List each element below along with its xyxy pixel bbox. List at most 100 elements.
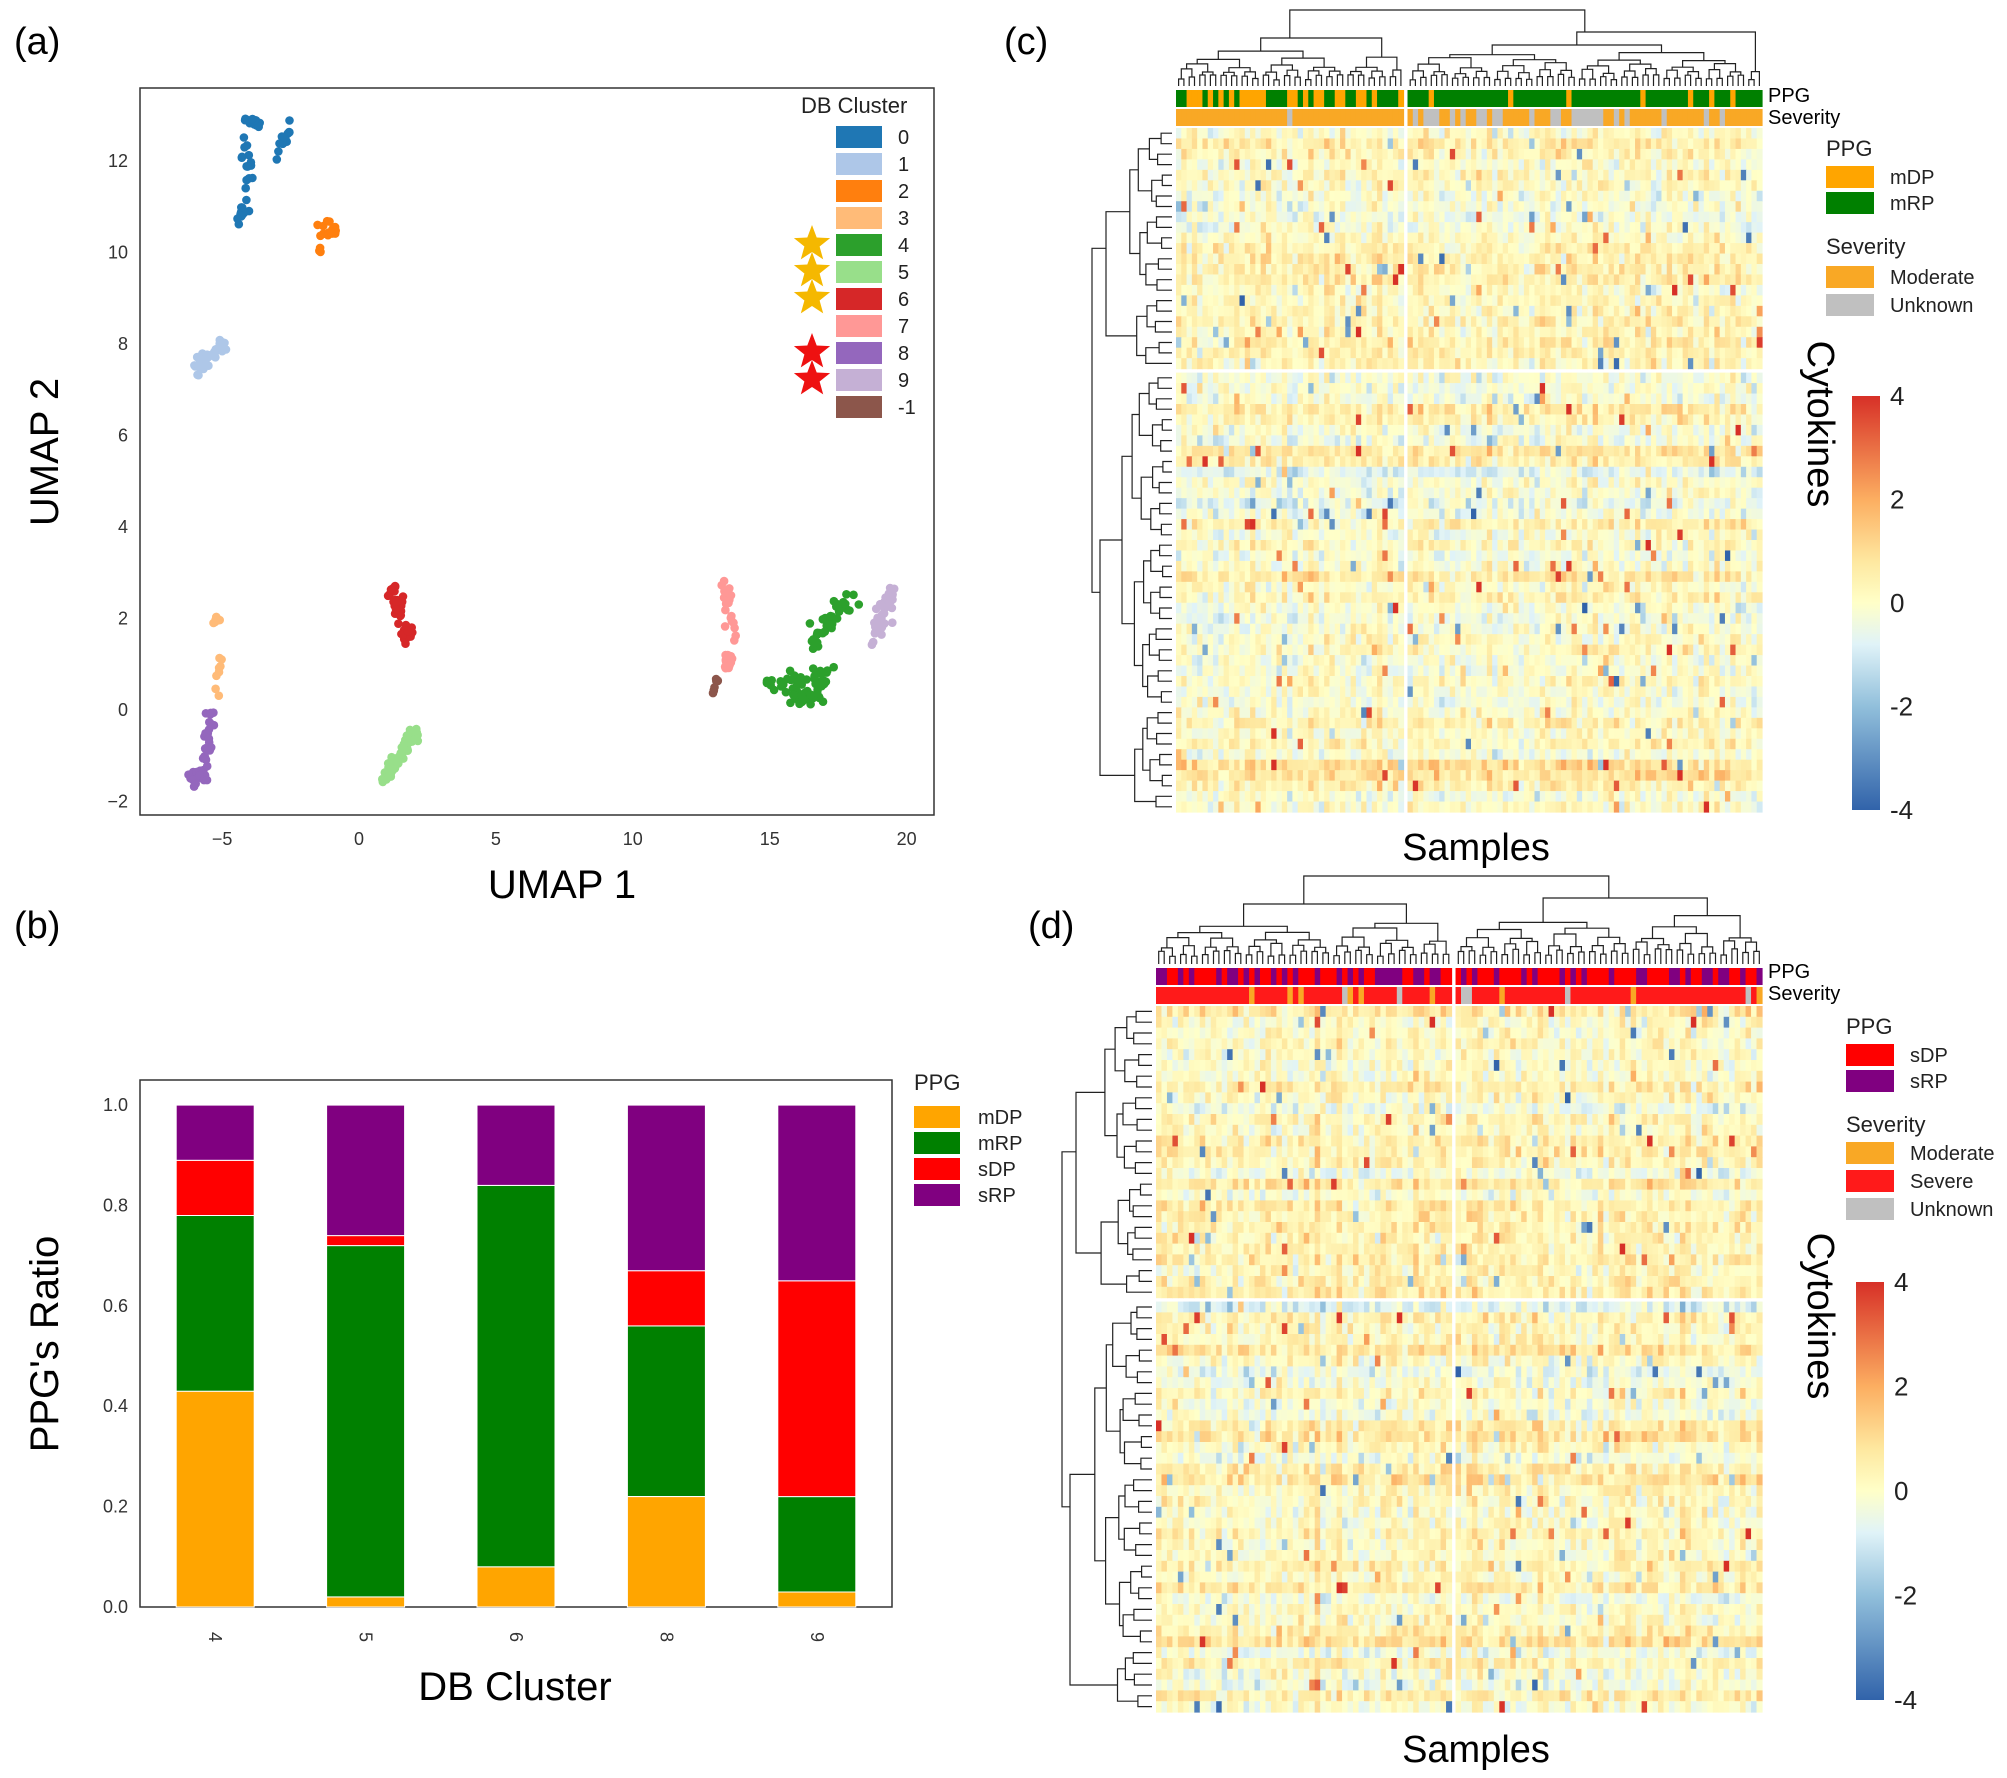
c-heatmap-cell [1687, 519, 1694, 531]
c-heatmap-cell [1587, 180, 1594, 192]
c-heatmap-cell [1202, 508, 1209, 520]
c-heatmap-cell [1730, 456, 1737, 468]
c-heatmap-cell [1371, 148, 1378, 160]
c-heatmap-cell [1661, 232, 1668, 244]
c-heatmap-cell [1560, 180, 1567, 192]
c-heatmap-cell [1587, 372, 1594, 384]
c-heatmap-cell [1355, 383, 1362, 395]
c-heatmap-cell [1693, 383, 1700, 395]
c-heatmap-cell [1746, 466, 1753, 478]
c-heatmap-cell [1176, 295, 1182, 307]
c-heatmap-cell [1592, 358, 1599, 370]
c-heatmap-cell [1497, 519, 1504, 531]
c-heatmap-cell [1693, 232, 1700, 244]
c-heatmap-cell [1492, 284, 1499, 296]
c-heatmap-cell [1592, 180, 1599, 192]
c-heatmap-cell [1176, 550, 1182, 562]
c-heatmap-cell [1566, 508, 1573, 520]
c-heatmap-cell [1313, 159, 1320, 171]
c-heatmap-cell [1629, 372, 1636, 384]
star-icon [793, 225, 831, 260]
c-heatmap-cell [1423, 326, 1430, 338]
c-heatmap-cell [1234, 264, 1241, 276]
umap-point-cluster-4 [833, 599, 842, 609]
c-heatmap-cell [1218, 316, 1225, 328]
c-heatmap-cell [1502, 326, 1509, 338]
c-heatmap-cell [1587, 498, 1594, 510]
c-heatmap-cell [1302, 295, 1309, 307]
c-heatmap-cell [1666, 180, 1673, 192]
c-heatmap-cell [1449, 477, 1456, 489]
c-heatmap-cell [1619, 477, 1626, 489]
c-heatmap-cell [1398, 264, 1405, 276]
c-heatmap-cell [1265, 487, 1272, 499]
c-heatmap-cell [1181, 326, 1188, 338]
c-heatmap-cell [1387, 232, 1394, 244]
c-heatmap-cell [1592, 190, 1599, 202]
c-heatmap-cell [1460, 222, 1467, 234]
c-heatmap-cell [1281, 347, 1288, 359]
c-heatmap-cell [1666, 477, 1673, 489]
c-heatmap-cell [1202, 435, 1209, 447]
c-heatmap-cell [1234, 383, 1241, 395]
c-heatmap-cell [1428, 253, 1435, 265]
c-heatmap-cell [1398, 519, 1405, 531]
c-heatmap-cell [1635, 358, 1641, 370]
c-heatmap-cell [1281, 414, 1288, 426]
c-heatmap-cell [1666, 347, 1673, 359]
bar-segment-mDP-cluster-9 [777, 1591, 857, 1608]
c-heatmap-cell [1587, 190, 1594, 202]
c-heatmap-cell [1207, 508, 1214, 520]
c-heatmap-cell [1218, 128, 1225, 140]
c-heatmap-cell [1223, 169, 1230, 181]
c-heatmap-cell [1656, 358, 1663, 370]
c-heatmap-cell [1412, 316, 1419, 328]
c-heatmap-cell [1529, 358, 1536, 370]
c-heatmap-cell [1550, 404, 1557, 416]
c-heatmap-cell [1361, 347, 1368, 359]
c-heatmap-cell [1223, 305, 1230, 317]
c-heatmap-cell [1276, 305, 1283, 317]
c-heatmap-cell [1730, 404, 1737, 416]
c-heatmap-cell [1613, 284, 1620, 296]
c-heatmap-cell [1587, 148, 1594, 160]
c-heatmap-cell [1677, 498, 1684, 510]
c-heatmap-cell [1693, 466, 1700, 478]
c-heatmap-cell [1287, 316, 1293, 328]
c-heatmap-cell [1197, 128, 1204, 140]
umap-point-cluster-9 [875, 599, 885, 609]
c-heatmap-cell [1555, 222, 1562, 234]
c-heatmap-cell [1677, 456, 1684, 468]
c-heatmap-cell [1677, 274, 1684, 286]
c-heatmap-cell [1398, 508, 1405, 520]
c-heatmap-cell [1645, 529, 1652, 541]
c-heatmap-cell [1508, 519, 1514, 531]
c-heatmap-cell [1407, 201, 1414, 213]
c-heatmap-cell [1740, 466, 1747, 478]
c-heatmap-cell [1191, 305, 1198, 317]
c-heatmap-cell [1576, 326, 1583, 338]
c-heatmap-cell [1550, 519, 1557, 531]
c-heatmap-cell [1329, 190, 1336, 202]
c-heatmap-cell [1265, 498, 1272, 510]
umap-point-cluster-4 [781, 687, 791, 697]
c-heatmap-cell [1582, 424, 1588, 436]
c-heatmap-cell [1714, 445, 1721, 457]
c-heatmap-cell [1276, 414, 1283, 426]
c-heatmap-cell [1608, 424, 1615, 436]
umap-point-cluster-9 [873, 613, 882, 623]
c-heatmap-cell [1682, 477, 1689, 489]
c-heatmap-cell [1576, 138, 1583, 150]
umap-point-cluster-9 [867, 640, 877, 649]
c-heatmap-cell [1746, 498, 1753, 510]
c-heatmap-cell [1377, 128, 1383, 140]
c-heatmap-cell [1693, 337, 1700, 349]
c-heatmap-cell [1302, 190, 1309, 202]
c-heatmap-cell [1624, 498, 1631, 510]
c-heatmap-cell [1550, 138, 1557, 150]
c-heatmap-cell [1613, 264, 1620, 276]
c-heatmap-cell [1197, 148, 1204, 160]
c-heatmap-cell [1513, 253, 1520, 265]
c-heatmap-cell [1334, 477, 1341, 489]
c-heatmap-cell [1313, 211, 1320, 223]
